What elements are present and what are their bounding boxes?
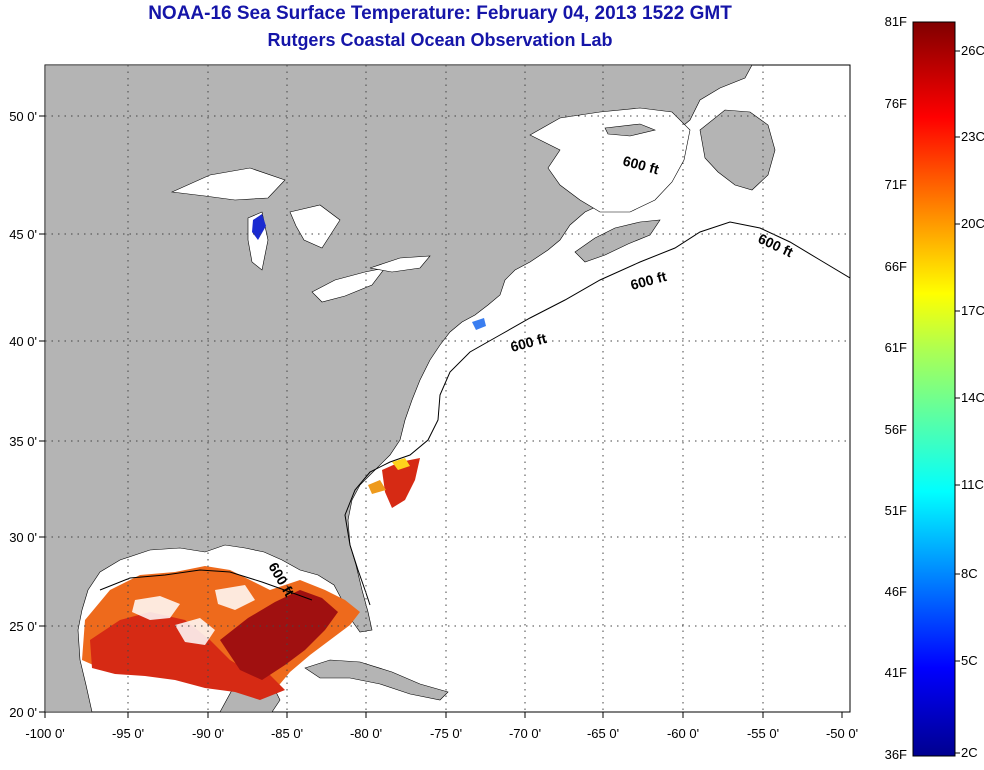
lon-tick-label: -75 0' (430, 726, 462, 741)
land-cuba (304, 659, 449, 701)
lat-tick-label: 25 0' (9, 619, 37, 634)
sst-gulf-of-mexico (82, 566, 360, 700)
colorbar-celsius-labels: 26C 23C 20C 17C 14C 11C 8C 5C 2C (955, 43, 984, 760)
sst-michigan-cold (252, 214, 266, 240)
colorbar-c-label: 2C (961, 745, 978, 760)
great-lakes (170, 167, 431, 303)
sst-long-island-cool (472, 318, 486, 330)
lon-tick-label: -85 0' (271, 726, 303, 741)
lat-tick-label: 30 0' (9, 530, 37, 545)
lat-tick-label: 45 0' (9, 227, 37, 242)
lat-tick-label: 35 0' (9, 434, 37, 449)
lat-lon-grid (45, 65, 850, 712)
colorbar-f-label: 46F (885, 584, 907, 599)
colorbar-f-label: 56F (885, 422, 907, 437)
lat-tick-label: 50 0' (9, 109, 37, 124)
colorbar-c-label: 23C (961, 129, 984, 144)
lon-tick-label: -65 0' (587, 726, 619, 741)
lon-tick-label: -80 0' (350, 726, 382, 741)
colorbar-f-label: 71F (885, 177, 907, 192)
colorbar-c-label: 11C (961, 477, 984, 492)
colorbar-f-label: 51F (885, 503, 907, 518)
lon-tick-label: -50 0' (826, 726, 858, 741)
gulf-st-lawrence (529, 107, 691, 213)
colorbar-c-label: 17C (961, 303, 984, 318)
colorbar-f-label: 81F (885, 14, 907, 29)
isobath-600ft (344, 221, 850, 606)
lat-tick-label: 20 0' (9, 705, 37, 720)
lon-tick-label: -60 0' (667, 726, 699, 741)
lon-tick-label: -55 0' (747, 726, 779, 741)
lon-tick-label: -90 0' (192, 726, 224, 741)
isobath-gulf (99, 569, 313, 601)
colorbar-c-label: 20C (961, 216, 984, 231)
colorbar-fahrenheit-labels: 81F 76F 71F 66F 61F 56F 51F 46F 41F 36F (885, 14, 907, 762)
land-nova-scotia (574, 219, 661, 263)
colorbar-c-label: 5C (961, 653, 978, 668)
colorbar-c-label: 8C (961, 566, 978, 581)
colorbar-f-label: 66F (885, 259, 907, 274)
lat-tick-label: 40 0' (9, 334, 37, 349)
colorbar (912, 21, 956, 757)
lon-tick-label: -70 0' (509, 726, 541, 741)
map-subtitle: Rutgers Coastal Ocean Observation Lab (267, 30, 613, 50)
anticosti-island (604, 123, 656, 137)
colorbar-f-label: 41F (885, 665, 907, 680)
lon-tick-label: -95 0' (112, 726, 144, 741)
colorbar-f-label: 61F (885, 340, 907, 355)
longitude-ticks: -100 0' -95 0' -90 0' -85 0' -80 0' -75 0' -70… (25, 712, 858, 741)
latitude-ticks: 50 0' 45 0' 40 0' 35 0' 30 0' 25 0' 20 0' (9, 109, 45, 720)
colorbar-c-label: 26C (961, 43, 984, 58)
map-title: NOAA-16 Sea Surface Temperature: Februar… (148, 3, 732, 24)
land-newfoundland (699, 109, 776, 191)
lon-tick-label: -100 0' (25, 726, 64, 741)
colorbar-f-label: 36F (885, 747, 907, 762)
colorbar-c-label: 14C (961, 390, 984, 405)
colorbar-f-label: 76F (885, 96, 907, 111)
sst-gulf-stream (368, 458, 420, 508)
